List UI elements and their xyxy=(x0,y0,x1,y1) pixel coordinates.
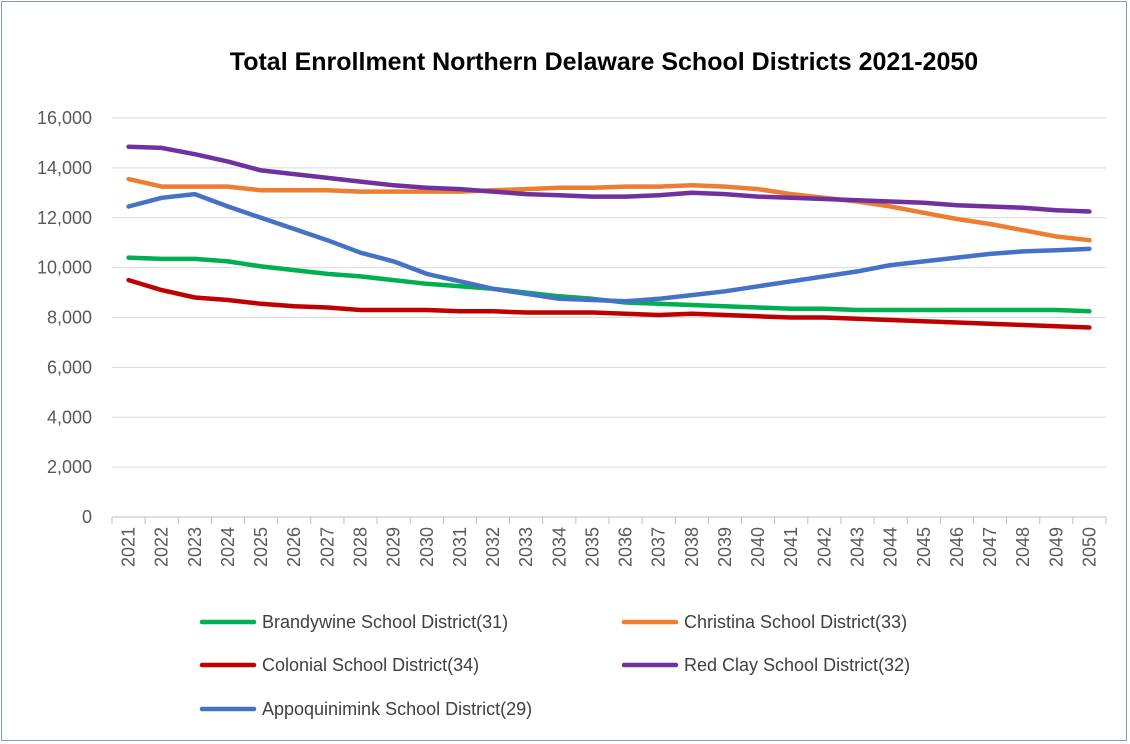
series-line xyxy=(126,144,1092,214)
series-line xyxy=(126,176,1092,243)
x-tick-label: 2029 xyxy=(384,527,404,567)
x-tick-label: 2025 xyxy=(251,527,271,567)
x-tick-label: 2024 xyxy=(218,527,238,567)
legend-label: Red Clay School District(32) xyxy=(684,655,910,675)
series-line xyxy=(126,191,1092,304)
x-tick-label: 2038 xyxy=(682,527,702,567)
x-axis-ticks: 2021 2022 2023 2024 2025 2026 2027 2028 2029 2030… xyxy=(119,527,1100,567)
x-tick-label: 2050 xyxy=(1079,527,1099,567)
x-tick-label: 2039 xyxy=(715,527,735,567)
y-tick-label: 0 xyxy=(82,507,92,527)
x-tick-label: 2035 xyxy=(582,527,602,567)
x-tick-label: 2036 xyxy=(616,527,636,567)
x-axis xyxy=(111,516,1107,524)
x-tick-label: 2047 xyxy=(980,527,1000,567)
x-tick-label: 2048 xyxy=(1013,527,1033,567)
x-tick-label: 2044 xyxy=(881,527,901,567)
legend-label: Christina School District(33) xyxy=(684,612,907,632)
x-tick-label: 2023 xyxy=(185,527,205,567)
x-tick-label: 2049 xyxy=(1046,527,1066,567)
x-tick-label: 2041 xyxy=(781,527,801,567)
y-tick-label: 8,000 xyxy=(47,308,92,328)
x-tick-label: 2046 xyxy=(947,527,967,567)
legend: Brandywine School District(31) Christina … xyxy=(199,612,910,719)
x-tick-label: 2033 xyxy=(516,527,536,567)
x-tick-label: 2042 xyxy=(814,527,834,567)
legend-label: Colonial School District(34) xyxy=(262,655,479,675)
legend-label: Appoquinimink School District(29) xyxy=(262,699,532,719)
y-tick-label: 12,000 xyxy=(37,208,92,228)
y-tick-label: 16,000 xyxy=(37,108,92,128)
x-tick-label: 2022 xyxy=(152,527,172,567)
y-tick-label: 4,000 xyxy=(47,407,92,427)
x-tick-label: 2037 xyxy=(649,527,669,567)
y-tick-label: 2,000 xyxy=(47,457,92,477)
x-tick-label: 2040 xyxy=(748,527,768,567)
x-tick-label: 2028 xyxy=(351,527,371,567)
y-axis-ticks: 0 2,000 4,000 6,000 8,000 10,000 12,000 14,000 1… xyxy=(37,108,92,527)
x-tick-label: 2032 xyxy=(483,527,503,567)
series-lines xyxy=(126,144,1092,330)
x-tick-label: 2034 xyxy=(549,527,569,567)
x-tick-label: 2030 xyxy=(417,527,437,567)
x-tick-label: 2045 xyxy=(914,527,934,567)
x-tick-label: 2021 xyxy=(119,527,139,567)
chart-title: Total Enrollment Northern Delaware Schoo… xyxy=(230,48,978,76)
y-tick-label: 10,000 xyxy=(37,258,92,278)
x-tick-label: 2026 xyxy=(284,527,304,567)
x-tick-label: 2027 xyxy=(317,527,337,567)
series-line xyxy=(126,277,1092,330)
x-tick-label: 2031 xyxy=(450,527,470,567)
y-tick-label: 14,000 xyxy=(37,158,92,178)
legend-label: Brandywine School District(31) xyxy=(262,612,508,632)
x-tick-label: 2043 xyxy=(848,527,868,567)
y-tick-label: 6,000 xyxy=(47,357,92,377)
